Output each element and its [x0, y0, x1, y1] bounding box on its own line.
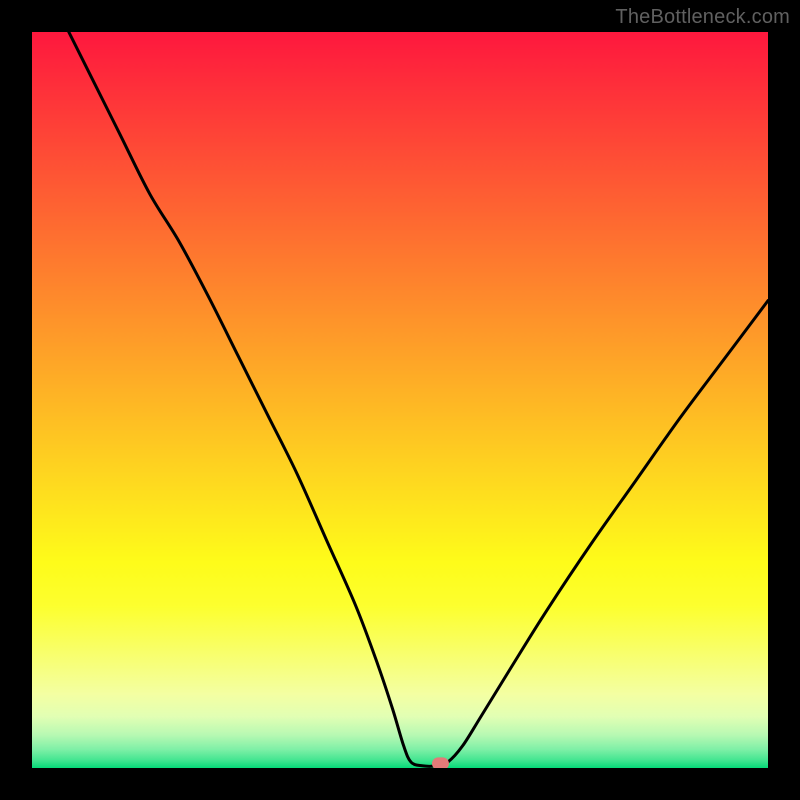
chart-frame: TheBottleneck.com — [0, 0, 800, 800]
optimal-point-marker — [32, 32, 768, 768]
watermark-text: TheBottleneck.com — [615, 6, 790, 29]
plot-area — [32, 32, 768, 768]
